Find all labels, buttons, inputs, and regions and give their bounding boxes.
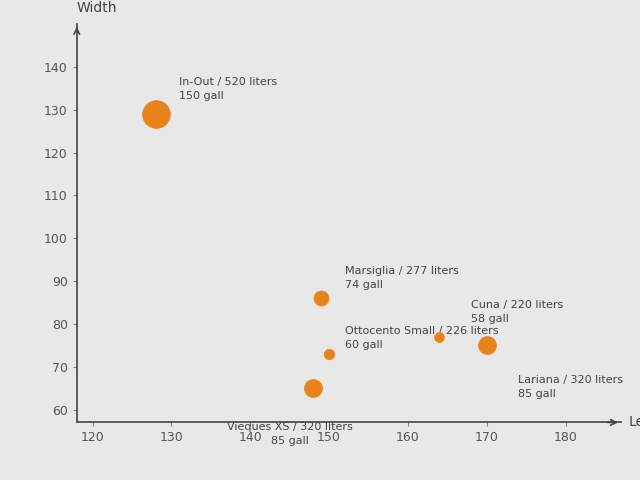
Point	[324, 350, 334, 358]
Text: Width: Width	[77, 1, 117, 15]
Point	[482, 341, 492, 349]
Text: Lariana / 320 liters
85 gall: Lariana / 320 liters 85 gall	[518, 375, 623, 399]
Point	[308, 384, 319, 392]
Text: In-Out / 520 liters
150 gall: In-Out / 520 liters 150 gall	[179, 77, 277, 101]
Text: Ottocento Small / 226 liters
60 gall: Ottocento Small / 226 liters 60 gall	[345, 325, 499, 349]
Point	[316, 294, 326, 302]
Text: Vieques XS / 320 liters
85 gall: Vieques XS / 320 liters 85 gall	[227, 422, 353, 446]
Text: Length: Length	[628, 415, 640, 430]
Point	[150, 110, 161, 118]
Point	[435, 333, 445, 341]
Text: Cuna / 220 liters
58 gall: Cuna / 220 liters 58 gall	[471, 300, 563, 324]
Text: Marsiglia / 277 liters
74 gall: Marsiglia / 277 liters 74 gall	[345, 265, 459, 289]
